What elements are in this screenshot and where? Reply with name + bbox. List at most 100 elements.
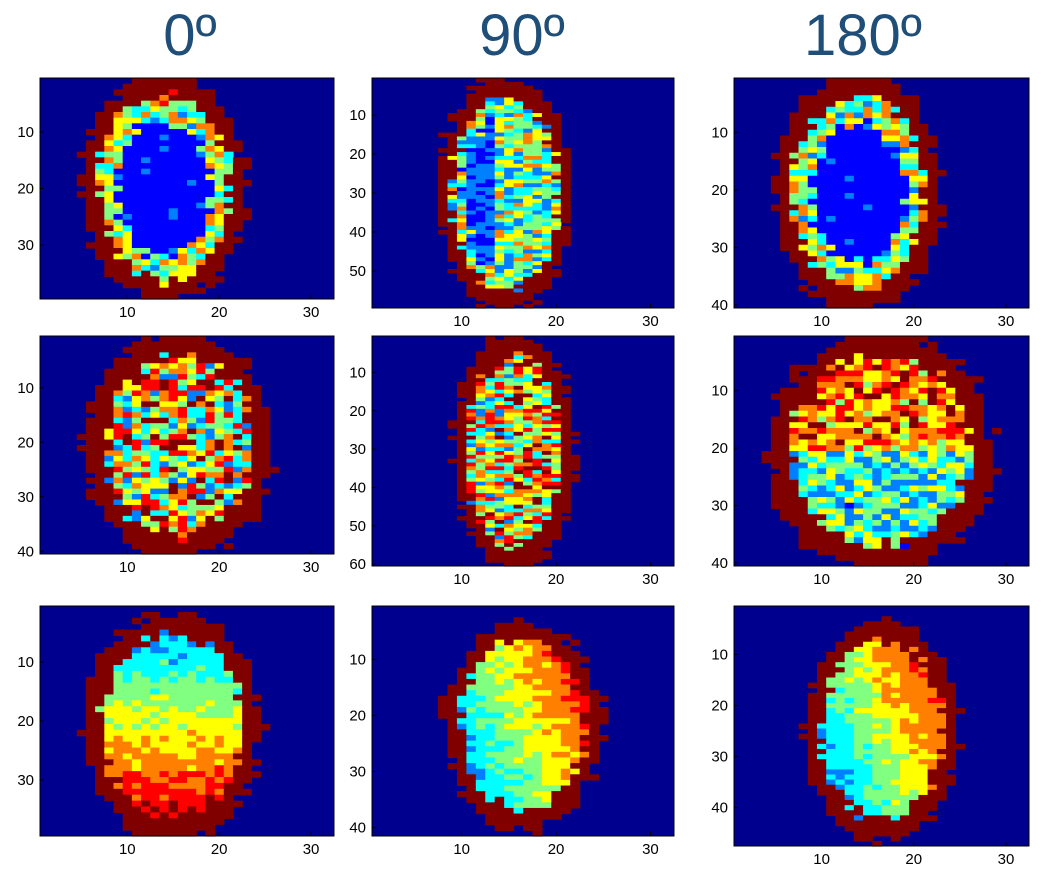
heatmap-cell: [232, 219, 243, 226]
heatmap-cell: [205, 641, 216, 648]
heatmap-cell: [131, 117, 142, 124]
heatmap-cell: [177, 151, 188, 158]
heatmap-cell: [150, 521, 161, 528]
heatmap-cell: [523, 389, 534, 395]
heatmap-cell: [456, 412, 467, 418]
heatmap-cell: [223, 494, 234, 501]
heatmap-cell: [853, 548, 864, 556]
heatmap-cell: [122, 236, 133, 243]
heatmap-cell: [131, 477, 142, 484]
heatmap-cell: [187, 729, 197, 737]
heatmap-cell: [159, 445, 170, 452]
heatmap-cell: [177, 208, 188, 215]
heatmap-cell: [177, 617, 188, 625]
heatmap-cell: [918, 479, 929, 487]
heatmap-cell: [485, 249, 496, 255]
heatmap-cell: [807, 147, 818, 154]
heatmap-cell: [899, 416, 910, 423]
heatmap-cell: [104, 134, 115, 141]
heatmap-cell: [863, 468, 873, 475]
heatmap-cell: [113, 653, 124, 660]
heatmap-cell: [159, 818, 170, 825]
heatmap-cell: [205, 623, 216, 631]
heatmap-cell: [541, 355, 552, 360]
heatmap-cell: [504, 116, 515, 122]
heatmap-cell: [881, 175, 892, 183]
heatmap-cell: [523, 120, 534, 126]
heatmap-cell: [113, 688, 124, 696]
heatmap-cell: [881, 267, 892, 275]
heatmap-cell: [485, 706, 496, 714]
heatmap-cell: [532, 508, 543, 513]
heatmap-cell: [551, 420, 562, 425]
heatmap-cell: [466, 175, 477, 180]
heatmap-cell: [780, 433, 790, 441]
heatmap-cell: [456, 690, 467, 697]
heatmap-cell: [232, 788, 243, 796]
heatmap-cell: [475, 678, 486, 686]
heatmap-cell: [881, 187, 892, 194]
heatmap-cell: [485, 288, 496, 294]
heatmap-cell: [504, 639, 515, 646]
heatmap-cell: [141, 788, 151, 796]
heatmap-cell: [918, 543, 929, 550]
heatmap-cell: [918, 250, 929, 257]
heatmap-cell: [76, 180, 87, 187]
heatmap-cell: [485, 389, 496, 395]
heatmap-cell: [187, 197, 197, 204]
heatmap-cell: [196, 659, 206, 666]
heatmap-cell: [223, 700, 234, 707]
heatmap-cell: [159, 146, 170, 153]
heatmap-cell: [95, 765, 105, 772]
heatmap-cell: [532, 667, 543, 674]
heatmap-cell: [475, 202, 486, 208]
heatmap-cell: [899, 221, 910, 229]
heatmap-cell: [513, 520, 524, 525]
heatmap-cell: [541, 272, 552, 278]
heatmap-cell: [466, 222, 477, 227]
heatmap-cell: [242, 670, 252, 678]
heatmap-cell: [816, 405, 827, 412]
heatmap-cell: [159, 100, 170, 107]
heatmap-cell: [513, 257, 524, 262]
heatmap-cell: [494, 735, 505, 742]
heatmap-cell: [816, 543, 827, 550]
heatmap-cell: [899, 256, 910, 263]
heatmap-cell: [205, 782, 216, 790]
heatmap-cell: [789, 439, 800, 446]
heatmap-cell: [447, 740, 458, 747]
heatmap-cell: [205, 374, 216, 381]
heatmap-cell: [104, 236, 115, 243]
heatmap-cell: [131, 95, 142, 102]
heatmap-cell: [447, 435, 458, 441]
heatmap-cell: [513, 245, 524, 251]
heatmap-cell: [159, 265, 170, 272]
heatmap-cell: [232, 688, 243, 696]
heatmap-cell: [523, 113, 534, 118]
heatmap-cell: [494, 230, 505, 235]
heatmap-cell: [141, 782, 151, 790]
heatmap-cell: [780, 485, 790, 492]
heatmap-cell: [532, 493, 543, 498]
heatmap-cell: [122, 477, 133, 484]
heatmap-cell: [159, 287, 170, 294]
heatmap-cell: [104, 759, 115, 766]
heatmap-cell: [177, 197, 188, 204]
heatmap-cell: [122, 515, 133, 522]
heatmap-cell: [251, 406, 262, 413]
heatmap-cell: [168, 95, 179, 102]
heatmap-cell: [853, 336, 864, 343]
y-tick-label: 40: [349, 224, 366, 241]
heatmap-cell: [456, 718, 467, 725]
heatmap-cell: [541, 265, 552, 270]
heatmap-cell: [196, 231, 206, 238]
heatmap-cell: [260, 723, 271, 731]
heatmap-cell: [523, 116, 534, 122]
heatmap-cell: [159, 242, 170, 249]
heatmap-cell: [214, 510, 225, 517]
heatmap-cell: [863, 543, 873, 550]
heatmap-cell: [159, 129, 170, 136]
heatmap-cell: [485, 167, 496, 173]
heatmap-cell: [835, 502, 846, 510]
heatmap-cell: [816, 462, 827, 469]
